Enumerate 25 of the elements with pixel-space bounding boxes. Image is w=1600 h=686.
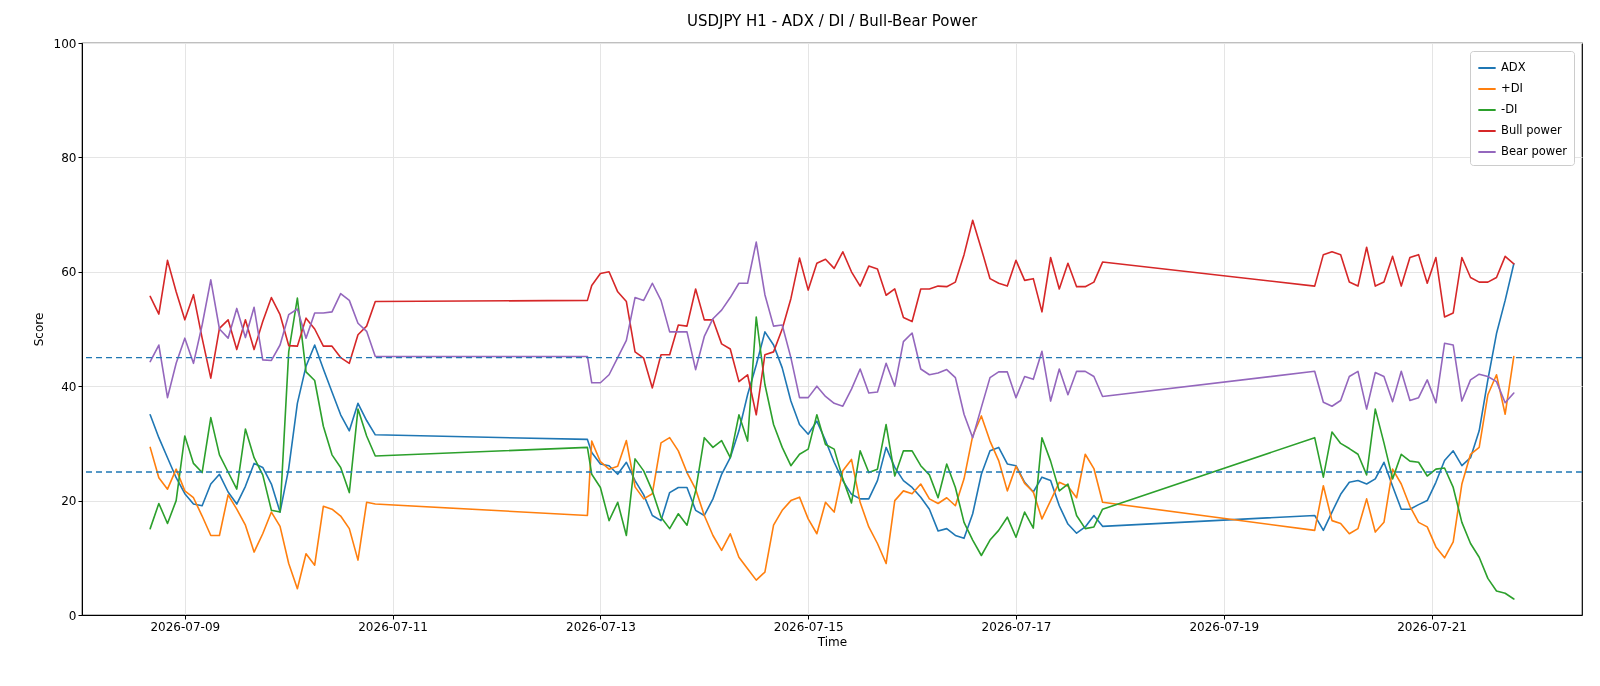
y-tick-label: 20 [61, 494, 77, 509]
x-tick-label: 2026-07-15 [773, 619, 844, 634]
line-series [149, 219, 1515, 416]
legend-label: +DI [1501, 81, 1523, 95]
y-axis-title: Score [31, 312, 46, 347]
x-tick-label: 2026-07-17 [981, 619, 1052, 634]
x-tick-label: 2026-07-09 [150, 619, 221, 634]
x-tick-label: 2026-07-13 [566, 619, 636, 634]
legend-label: -DI [1501, 102, 1518, 116]
x-tick-label: 2026-07-21 [1397, 619, 1467, 634]
y-tick-label: 0 [68, 608, 77, 623]
x-tick-label: 2026-07-11 [358, 619, 428, 634]
line-series [149, 355, 1515, 590]
y-tick-label: 80 [61, 150, 77, 165]
legend-label: Bear power [1501, 144, 1568, 158]
line-series [149, 297, 1515, 600]
chart-title: USDJPY H1 - ADX / DI / Bull-Bear Power [686, 12, 978, 30]
y-tick-label: 60 [61, 265, 77, 280]
y-tick-label: 100 [53, 36, 77, 51]
legend-label: Bull power [1501, 123, 1563, 137]
line-series [149, 241, 1515, 439]
legend-label: ADX [1501, 60, 1526, 74]
x-axis-title: Time [816, 634, 848, 649]
y-tick-label: 40 [61, 379, 77, 394]
x-tick-label: 2026-07-19 [1189, 619, 1260, 634]
